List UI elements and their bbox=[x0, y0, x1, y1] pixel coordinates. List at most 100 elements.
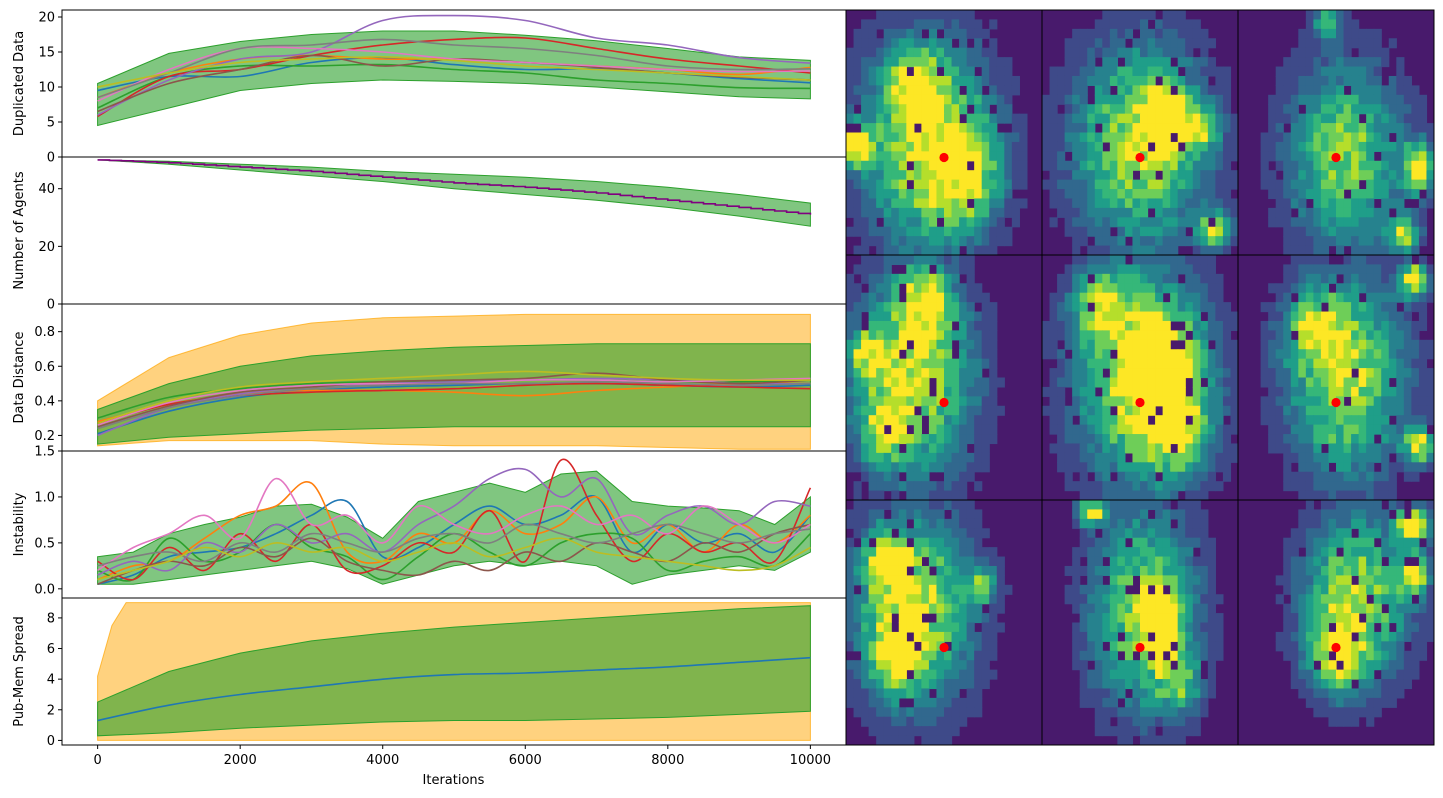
heat-tile bbox=[1298, 339, 1307, 350]
heat-tile bbox=[1358, 396, 1367, 407]
heat-tile bbox=[891, 641, 900, 652]
heat-tile bbox=[1381, 537, 1390, 548]
heat-tile bbox=[1109, 358, 1118, 369]
heat-tile bbox=[944, 10, 953, 21]
heat-tile bbox=[921, 386, 930, 397]
heat-tile bbox=[974, 330, 983, 341]
heat-tile bbox=[913, 669, 922, 680]
heat-tile bbox=[921, 170, 930, 181]
heat-tile bbox=[1102, 47, 1111, 58]
heat-tile bbox=[913, 264, 922, 275]
heat-tile bbox=[1132, 179, 1141, 190]
heat-tile bbox=[1004, 141, 1013, 152]
heat-tile bbox=[1328, 19, 1337, 30]
heat-tile bbox=[876, 415, 885, 426]
heat-tile bbox=[1049, 377, 1058, 388]
heat-tile bbox=[1140, 405, 1149, 416]
heat-tile bbox=[1283, 386, 1292, 397]
heat-tile bbox=[898, 320, 907, 331]
heat-tile bbox=[1117, 160, 1126, 171]
heat-tile bbox=[1170, 273, 1179, 284]
heat-tile bbox=[936, 575, 945, 586]
heat-tile bbox=[1057, 170, 1066, 181]
heat-tile bbox=[959, 500, 968, 511]
heat-tile bbox=[1102, 66, 1111, 77]
heat-tile bbox=[1079, 688, 1088, 699]
heat-tile bbox=[1381, 424, 1390, 435]
heat-tile bbox=[891, 66, 900, 77]
heat-tile bbox=[1109, 123, 1118, 134]
heat-tile bbox=[846, 613, 855, 624]
heat-tile bbox=[1381, 179, 1390, 190]
heat-tile bbox=[1162, 302, 1171, 313]
heat-tile bbox=[1124, 481, 1134, 492]
heat-tile bbox=[1072, 424, 1081, 435]
heat-tile bbox=[1185, 462, 1194, 473]
heat-tile bbox=[1305, 660, 1314, 671]
heat-tile bbox=[1373, 594, 1382, 605]
heat-tile bbox=[921, 94, 930, 105]
heat-tile bbox=[1336, 434, 1345, 445]
heat-tile bbox=[1162, 716, 1171, 727]
heat-tile bbox=[1200, 104, 1209, 115]
heat-tile bbox=[1388, 481, 1397, 492]
heat-tile bbox=[1215, 94, 1224, 105]
heat-tile bbox=[876, 255, 885, 266]
heat-tile bbox=[1328, 405, 1337, 416]
heat-tile bbox=[1124, 707, 1134, 718]
heatmap-cell-7 bbox=[845, 499, 1043, 746]
heat-tile bbox=[1102, 170, 1111, 181]
heat-tile bbox=[989, 349, 998, 360]
heat-tile bbox=[1147, 66, 1156, 77]
heat-tile bbox=[1366, 57, 1375, 68]
heat-tile bbox=[1268, 113, 1277, 124]
heat-tile bbox=[883, 603, 892, 614]
heat-tile bbox=[1313, 434, 1322, 445]
heat-tile bbox=[1418, 603, 1428, 614]
heat-tile bbox=[1132, 245, 1141, 255]
heat-tile bbox=[936, 556, 945, 567]
heat-tile bbox=[1207, 283, 1216, 294]
heat-tile bbox=[1403, 85, 1412, 96]
heatmap-cell-1 bbox=[845, 9, 1043, 256]
heat-tile bbox=[853, 603, 862, 614]
heat-tile bbox=[1366, 245, 1375, 255]
heat-tile bbox=[1072, 273, 1081, 284]
heat-tile bbox=[1087, 396, 1096, 407]
heat-tile bbox=[1109, 66, 1118, 77]
heat-tile bbox=[1140, 481, 1149, 492]
heat-tile bbox=[1102, 547, 1111, 558]
heat-tile bbox=[928, 518, 938, 529]
heat-tile bbox=[1426, 613, 1434, 624]
heat-tile bbox=[1403, 584, 1412, 595]
heat-tile bbox=[1049, 217, 1058, 228]
heat-tile bbox=[1215, 443, 1224, 454]
heat-tile bbox=[1079, 57, 1088, 68]
heat-tile bbox=[1162, 735, 1171, 745]
heat-tile bbox=[974, 528, 983, 539]
heat-tile bbox=[1343, 66, 1352, 77]
heat-tile bbox=[906, 189, 915, 200]
heat-tile bbox=[1320, 415, 1330, 426]
heat-tile bbox=[1207, 377, 1216, 388]
heat-tile bbox=[1426, 141, 1434, 152]
heat-tile bbox=[1366, 207, 1375, 218]
heat-tile bbox=[846, 443, 855, 454]
heat-tile bbox=[959, 302, 968, 313]
heat-tile bbox=[1185, 650, 1194, 661]
heat-tile bbox=[928, 160, 938, 171]
heat-tile bbox=[1222, 189, 1232, 200]
heat-tile bbox=[1358, 236, 1367, 247]
heat-tile bbox=[1192, 603, 1201, 614]
heat-tile bbox=[1140, 170, 1149, 181]
heat-tile bbox=[1192, 575, 1201, 586]
heat-tile bbox=[928, 207, 938, 218]
heat-tile bbox=[959, 198, 968, 209]
heat-tile bbox=[876, 330, 885, 341]
heat-tile bbox=[861, 631, 870, 642]
heat-tile bbox=[883, 292, 892, 303]
heat-tile bbox=[1177, 236, 1186, 247]
heat-tile bbox=[1381, 273, 1390, 284]
heat-tile bbox=[1057, 113, 1066, 124]
